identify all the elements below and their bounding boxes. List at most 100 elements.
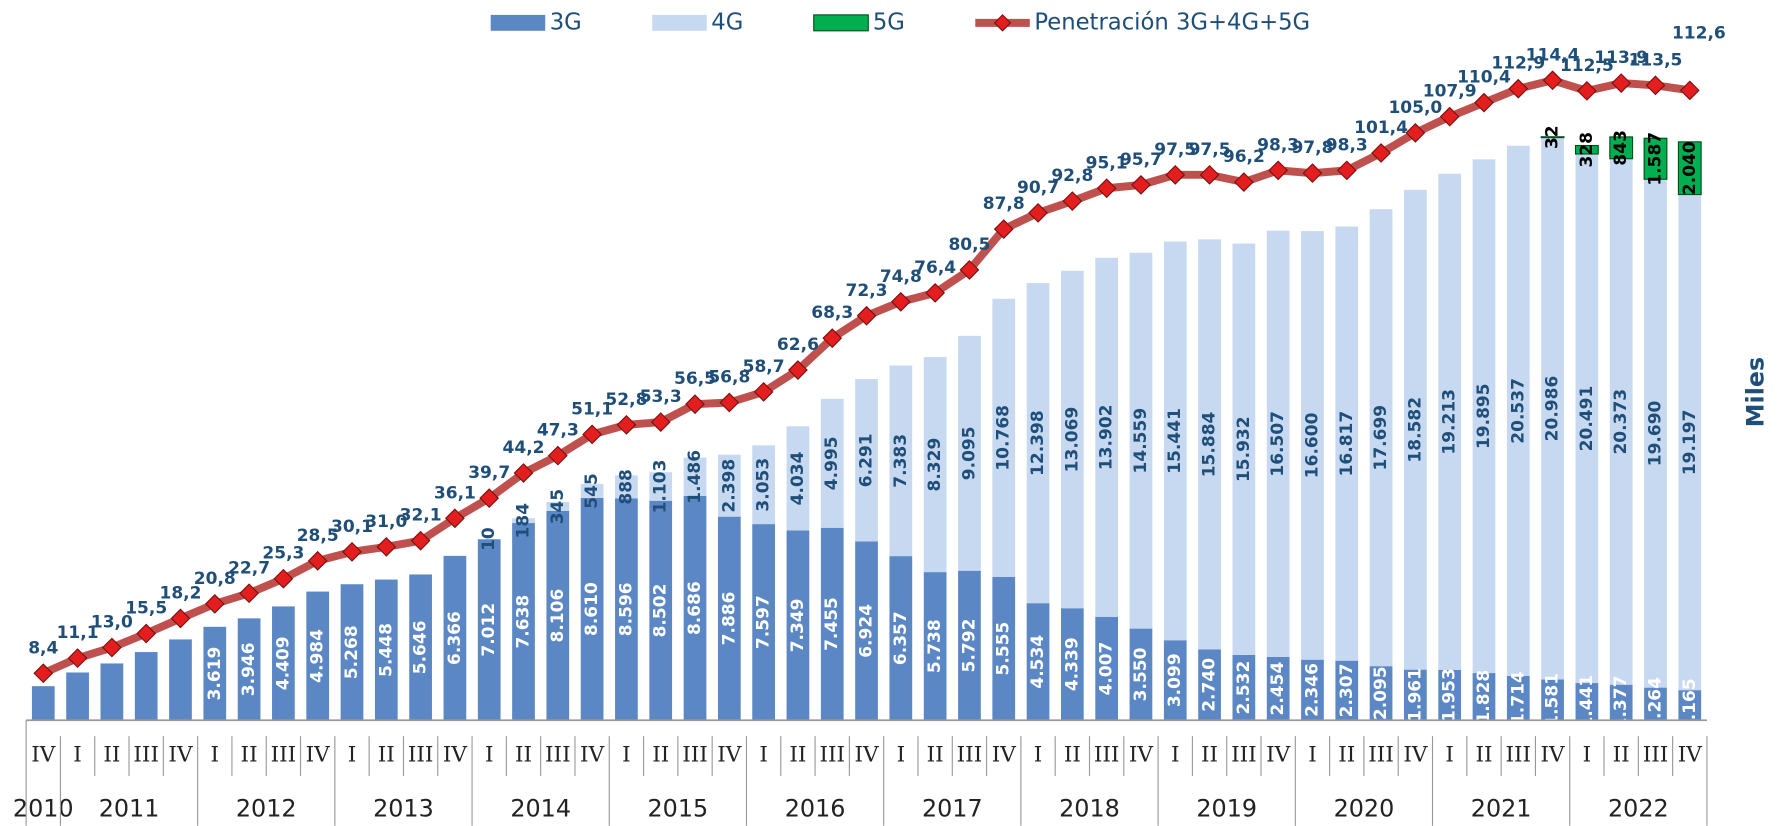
x-tick-label: II bbox=[241, 742, 258, 767]
x-tick-label: II bbox=[1475, 742, 1492, 767]
bar-label: 10 bbox=[479, 527, 499, 551]
marker bbox=[856, 305, 877, 326]
bar-0 bbox=[1404, 669, 1427, 721]
bar-0 bbox=[855, 541, 878, 721]
bar-1 bbox=[1095, 257, 1119, 617]
line-label: 53,3 bbox=[640, 387, 682, 407]
bar-label: 5.268 bbox=[342, 625, 362, 679]
bar-2 bbox=[1677, 141, 1702, 196]
year-label: 2018 bbox=[1059, 794, 1120, 822]
bar-0 bbox=[169, 639, 192, 721]
x-tick-label: I bbox=[622, 742, 631, 767]
bar-1 bbox=[512, 518, 535, 524]
bar-1 bbox=[889, 365, 913, 557]
bar-1 bbox=[1369, 209, 1393, 667]
bar-label: 6.366 bbox=[445, 611, 465, 665]
marker bbox=[1131, 175, 1151, 195]
year-label: 2019 bbox=[1196, 794, 1257, 822]
marker bbox=[1576, 81, 1597, 101]
bar-2 bbox=[1643, 137, 1668, 180]
bar-0 bbox=[237, 618, 261, 721]
bar-0 bbox=[477, 539, 501, 721]
bar-1 bbox=[546, 502, 570, 511]
line-label: 95,1 bbox=[1086, 153, 1128, 173]
bar-label: 3.619 bbox=[205, 647, 225, 701]
legend-label: 3G bbox=[550, 9, 582, 35]
bar-0 bbox=[100, 663, 124, 721]
bar-0 bbox=[1506, 675, 1530, 721]
legend-swatch bbox=[652, 14, 707, 31]
bar-1 bbox=[1198, 239, 1221, 650]
bar-label: 545 bbox=[582, 473, 602, 509]
marker bbox=[273, 568, 294, 589]
bar-label: 7.638 bbox=[514, 595, 534, 649]
line-label: 51,1 bbox=[571, 399, 613, 419]
line-label: 28,5 bbox=[297, 526, 339, 546]
bar-label: 4.007 bbox=[1097, 642, 1117, 696]
bar-label: 15.932 bbox=[1234, 416, 1254, 482]
bar-label: 14.559 bbox=[1131, 408, 1151, 474]
bar-label: 4.339 bbox=[1062, 637, 1082, 691]
marker bbox=[1371, 143, 1391, 163]
bar-label: 18.582 bbox=[1405, 397, 1425, 463]
legend-label: 4G bbox=[711, 9, 743, 35]
marker bbox=[342, 541, 362, 562]
bar-label: 4.984 bbox=[308, 629, 328, 683]
line-label: 15,5 bbox=[125, 599, 167, 619]
bar-0 bbox=[1301, 659, 1324, 721]
bar-0 bbox=[1438, 669, 1462, 721]
bar-0 bbox=[615, 498, 638, 721]
marker bbox=[1508, 78, 1529, 99]
marker bbox=[410, 530, 431, 551]
line-label: 76,4 bbox=[914, 258, 956, 278]
line-label: 80,5 bbox=[948, 235, 990, 255]
line-label: 114,4 bbox=[1526, 45, 1580, 65]
x-tick-label: IV bbox=[1403, 742, 1428, 767]
bar-1 bbox=[1609, 158, 1633, 685]
marker bbox=[753, 381, 774, 402]
bar-1 bbox=[786, 426, 810, 531]
bar-1 bbox=[717, 454, 741, 517]
bar-label: 3.099 bbox=[1165, 653, 1185, 707]
marker bbox=[307, 550, 328, 571]
bar-0 bbox=[649, 500, 673, 721]
bar-label: 3.053 bbox=[754, 458, 774, 512]
x-tick-label: I bbox=[1171, 742, 1180, 767]
x-tick-label: III bbox=[1368, 742, 1394, 767]
line-label: 11,1 bbox=[57, 623, 99, 643]
bar-1 bbox=[1575, 153, 1599, 684]
marker bbox=[1062, 191, 1083, 212]
bar-label: 843 bbox=[1611, 130, 1631, 166]
bar-0 bbox=[889, 556, 913, 721]
bar-label: 5.646 bbox=[411, 620, 431, 674]
line-label: 13,0 bbox=[91, 613, 133, 633]
bar-1 bbox=[1541, 137, 1564, 680]
x-tick-label: III bbox=[133, 742, 159, 767]
bar-1 bbox=[752, 445, 775, 525]
bar-label: 20.537 bbox=[1508, 378, 1528, 444]
marker bbox=[719, 392, 740, 413]
marker bbox=[33, 663, 54, 684]
bar-label: 7.349 bbox=[788, 598, 808, 652]
x-tick-label: IV bbox=[31, 742, 56, 767]
x-tick-label: I bbox=[485, 742, 494, 767]
bar-0 bbox=[1266, 656, 1290, 721]
line-label: 52,8 bbox=[605, 390, 647, 410]
marker bbox=[822, 328, 843, 349]
line-label: 101,4 bbox=[1354, 118, 1408, 138]
bar-0 bbox=[31, 686, 55, 721]
year-label: 2012 bbox=[236, 794, 297, 822]
marker bbox=[925, 282, 946, 303]
marker bbox=[479, 488, 500, 509]
x-tick-label: III bbox=[408, 742, 434, 767]
bar-0 bbox=[958, 570, 981, 721]
bar-1 bbox=[1438, 173, 1462, 670]
x-tick-label: IV bbox=[1541, 742, 1566, 767]
bar-0 bbox=[1163, 640, 1187, 721]
marker bbox=[616, 414, 637, 435]
bar-0 bbox=[1335, 660, 1359, 721]
bar-1 bbox=[1026, 283, 1050, 604]
bar-0 bbox=[1198, 649, 1221, 721]
marker bbox=[547, 445, 568, 466]
bar-label: 17.699 bbox=[1371, 405, 1391, 471]
